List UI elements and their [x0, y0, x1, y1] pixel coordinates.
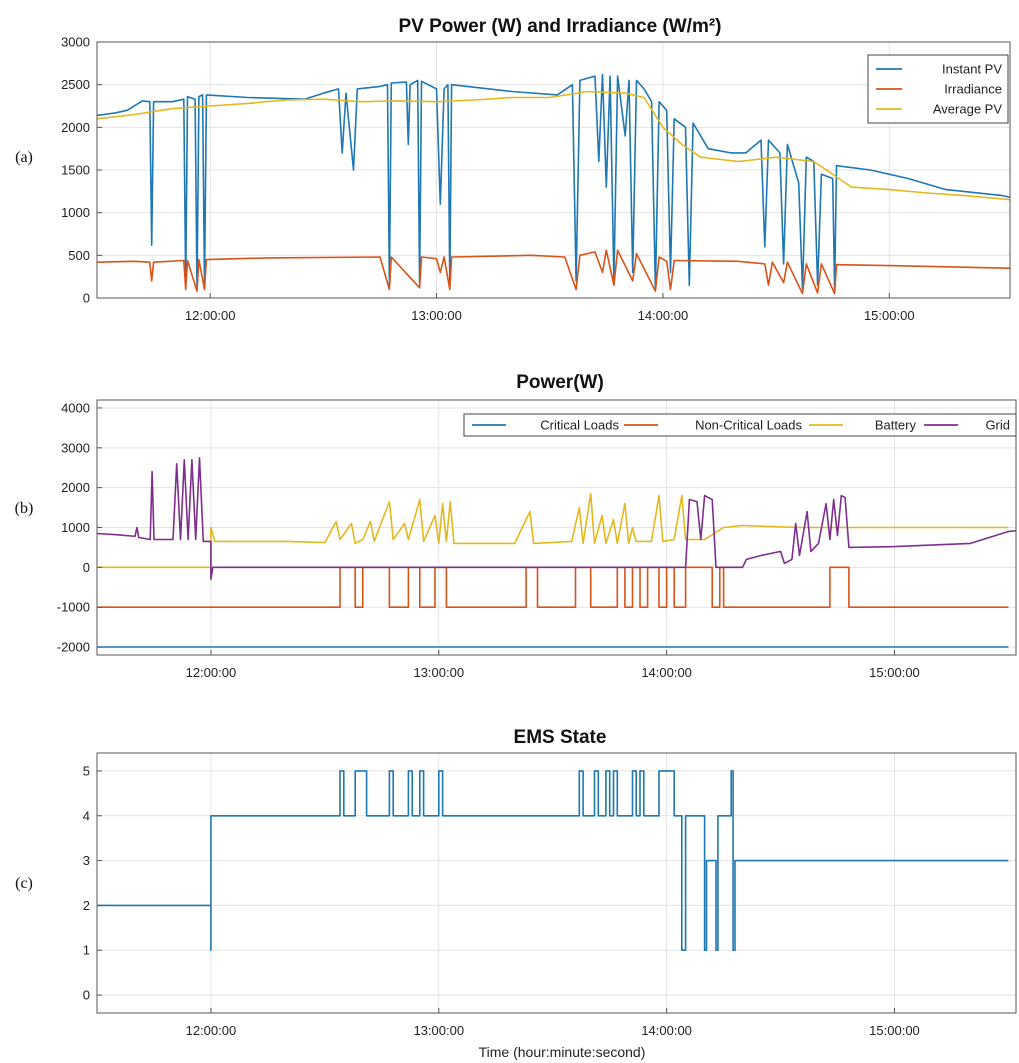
y-tick-label: -2000 — [57, 640, 90, 655]
x-axis-title: Time (hour:minute:second) — [479, 1044, 646, 1060]
panel-c-frame — [96, 752, 1017, 1014]
y-tick-label: 1000 — [61, 205, 90, 220]
x-tick-label: 13:00:00 — [411, 308, 462, 323]
legend-label: Irradiance — [944, 82, 1002, 97]
legend-box — [463, 413, 1017, 437]
panel-a-legend: Instant PV Irradiance Average PV — [867, 54, 1009, 124]
legend-label: Instant PV — [942, 62, 1002, 77]
y-tick-label: 3000 — [61, 35, 90, 50]
series-battery — [97, 492, 1009, 569]
x-tick-label: 14:00:00 — [638, 308, 689, 323]
panel-a-ticks: 0 500 1000 1500 2000 2500 3000 12:00:00 13:00:00… — [61, 35, 914, 324]
x-tick-label: 15:00:00 — [869, 1023, 920, 1038]
series-instant-pv — [97, 73, 1010, 291]
panel-b-letter: (b) — [15, 500, 34, 517]
y-tick-label: 1500 — [61, 163, 90, 178]
x-tick-label: 12:00:00 — [186, 1023, 237, 1038]
panel-c-grid — [97, 753, 1016, 1013]
y-tick-label: 2 — [83, 898, 90, 913]
series-grid — [97, 456, 1016, 581]
y-tick-label: 4000 — [61, 400, 90, 415]
y-tick-label: -1000 — [57, 600, 90, 615]
series-average-pv — [97, 90, 1010, 201]
x-tick-label: 15:00:00 — [864, 308, 915, 323]
y-tick-label: 3 — [83, 853, 90, 868]
y-tick-label: 1000 — [61, 520, 90, 535]
legend-label: Critical Loads — [540, 418, 619, 433]
panel-c-ticks: 0 1 2 3 4 5 12:00:00 13:00:00 14:00:00 15:00:00 — [83, 763, 920, 1038]
y-tick-label: 0 — [83, 988, 90, 1003]
panel-b-ticks: -2000 -1000 0 1000 2000 3000 4000 12:00:00 13:00… — [57, 400, 920, 680]
y-tick-label: 1 — [83, 943, 90, 958]
y-tick-label: 3000 — [61, 440, 90, 455]
x-tick-label: 13:00:00 — [413, 1023, 464, 1038]
x-tick-label: 13:00:00 — [413, 665, 464, 680]
y-tick-label: 2500 — [61, 77, 90, 92]
panel-c-letter: (c) — [15, 875, 33, 892]
panel-c-title: EMS State — [514, 727, 607, 748]
panel-b: Power(W) (b) -2000 -1000 0 1000 2000 3000 4000… — [15, 372, 1017, 680]
legend-label: Non-Critical Loads — [695, 418, 802, 433]
panel-a-letter: (a) — [15, 149, 33, 166]
panel-a: PV Power (W) and Irradiance (W/m²) (a) 0… — [15, 16, 1011, 324]
x-tick-label: 14:00:00 — [641, 1023, 692, 1038]
legend-label: Average PV — [933, 102, 1002, 117]
panel-c: EMS State (c) 0 1 2 3 4 5 12:00:00 13:00:00 14:0… — [15, 727, 1017, 1060]
y-tick-label: 5 — [83, 763, 90, 778]
legend-label: Grid — [985, 418, 1010, 433]
x-tick-label: 12:00:00 — [185, 308, 236, 323]
series-ems-state — [97, 770, 1009, 952]
panel-b-legend: Critical Loads Non-Critical Loads Battery G… — [463, 413, 1017, 437]
panel-c-series — [97, 770, 1009, 952]
legend-label: Battery — [875, 418, 917, 433]
x-tick-label: 14:00:00 — [641, 665, 692, 680]
series-irradiance — [97, 249, 1010, 295]
y-tick-label: 4 — [83, 808, 90, 823]
y-tick-label: 0 — [83, 291, 90, 306]
x-tick-label: 12:00:00 — [186, 665, 237, 680]
panel-b-title: Power(W) — [516, 372, 604, 393]
y-tick-label: 0 — [83, 560, 90, 575]
x-tick-label: 15:00:00 — [869, 665, 920, 680]
series-non-critical-loads — [97, 566, 1009, 609]
panel-a-series — [97, 73, 1010, 295]
y-tick-label: 2000 — [61, 480, 90, 495]
y-tick-label: 2000 — [61, 120, 90, 135]
panel-a-title: PV Power (W) and Irradiance (W/m²) — [398, 16, 721, 37]
y-tick-label: 500 — [68, 248, 90, 263]
panel-b-series — [97, 456, 1016, 648]
